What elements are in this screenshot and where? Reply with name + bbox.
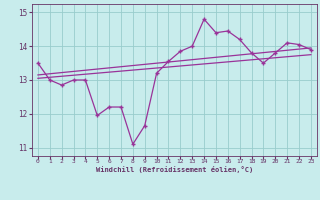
X-axis label: Windchill (Refroidissement éolien,°C): Windchill (Refroidissement éolien,°C) [96, 166, 253, 173]
